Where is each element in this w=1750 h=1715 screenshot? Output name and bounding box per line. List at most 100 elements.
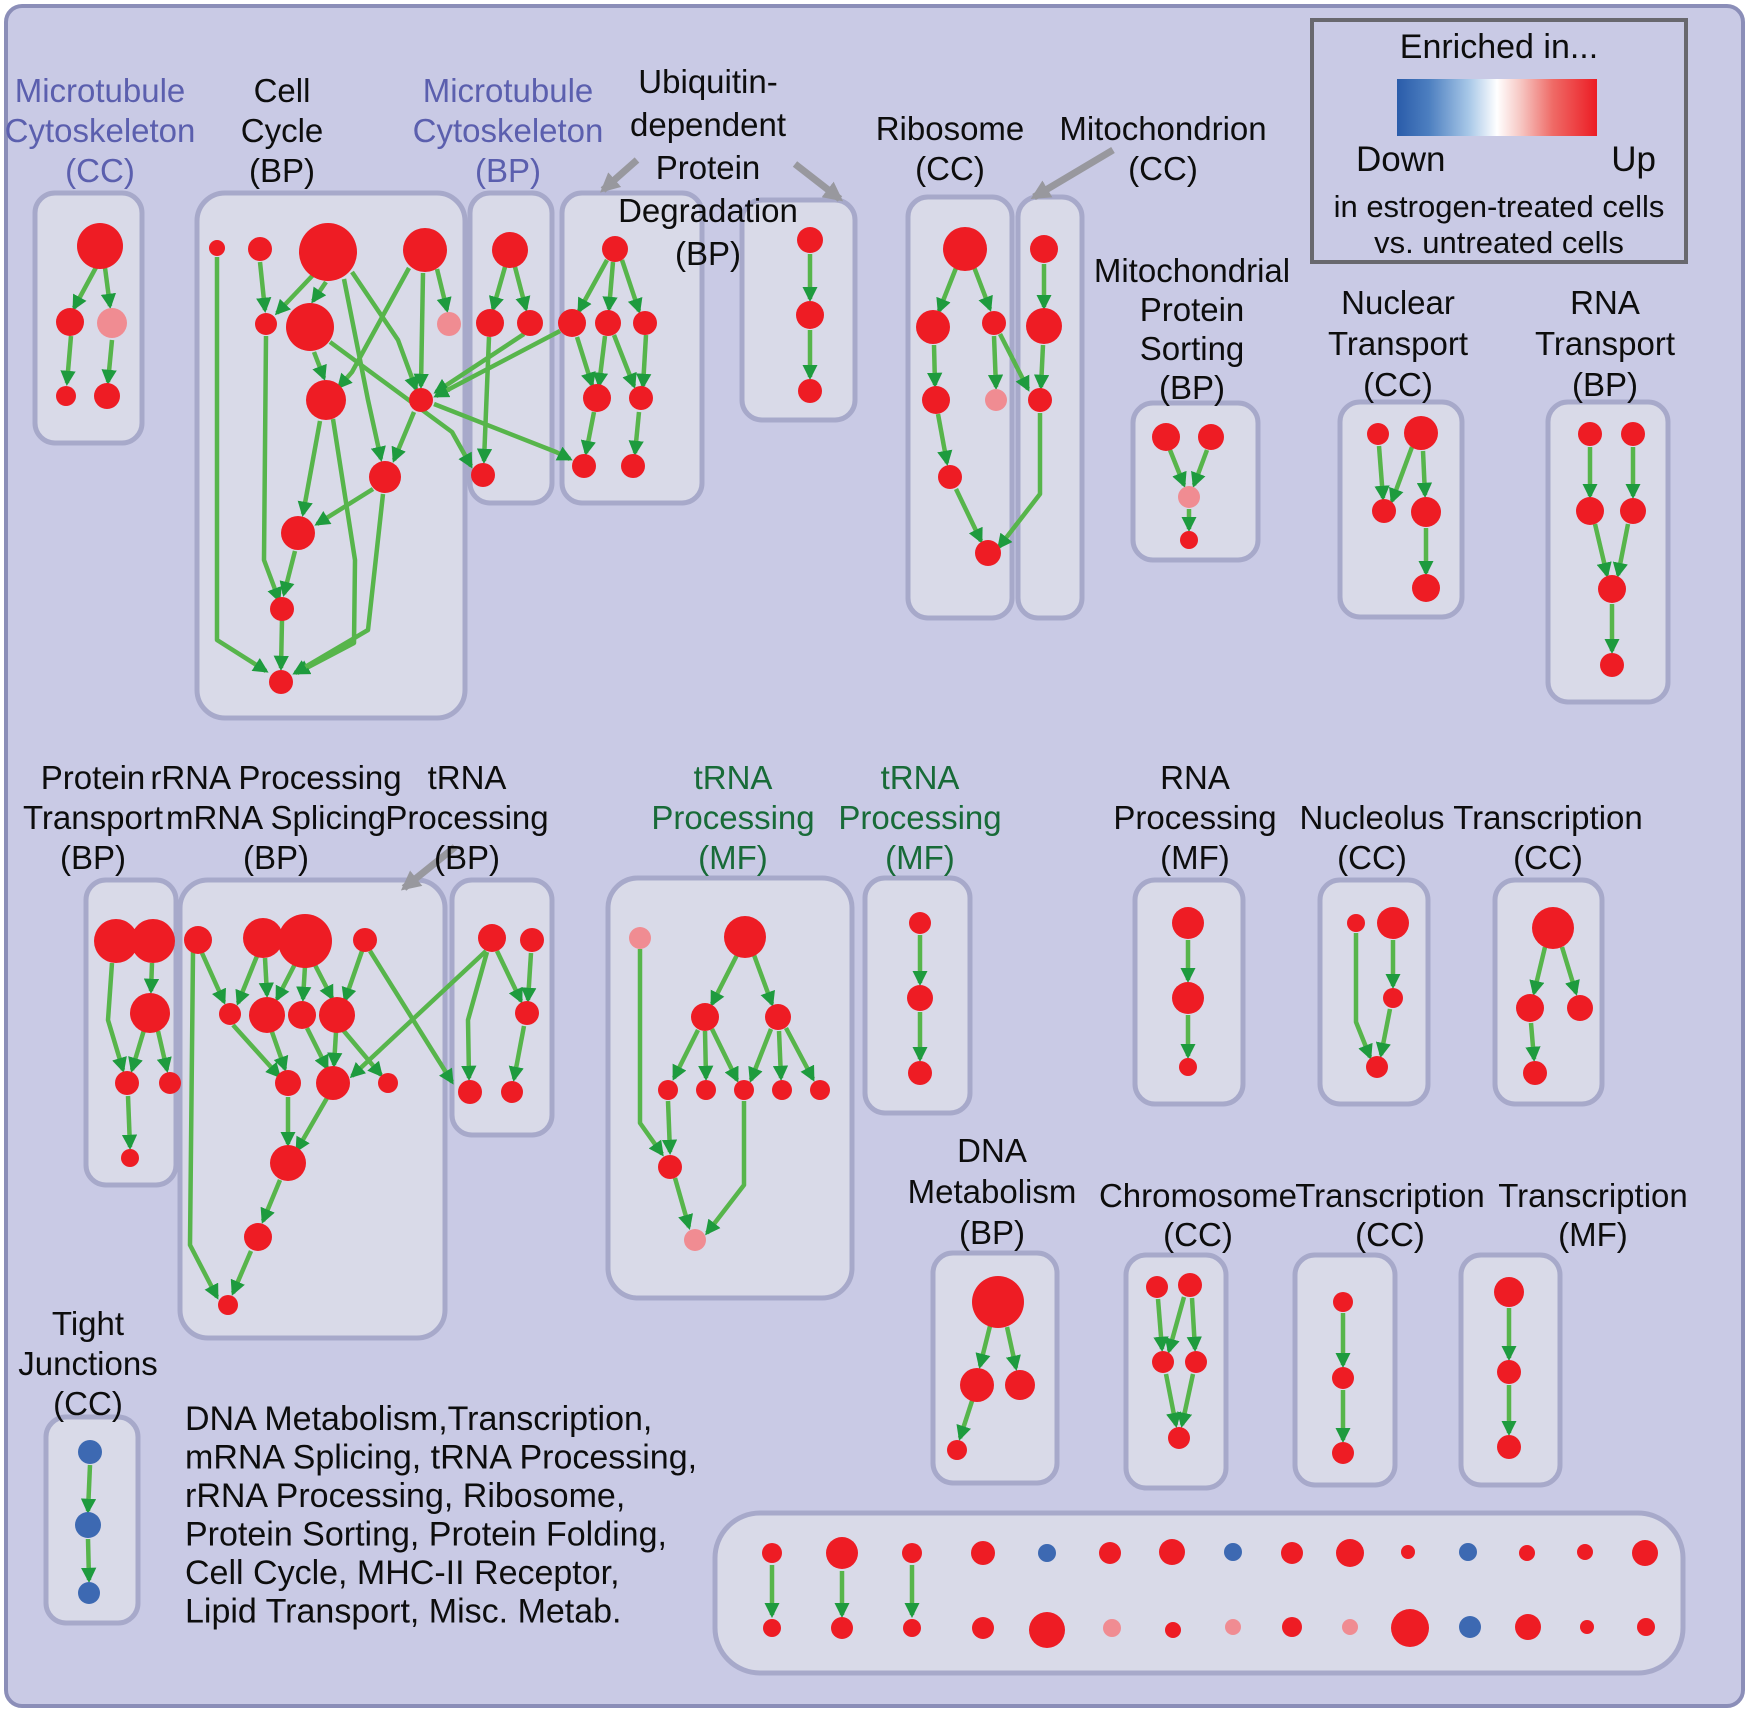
hierarchy-edge [1389, 446, 1415, 504]
label-pointer-arrow [600, 157, 640, 193]
go-term-node-up [243, 918, 283, 958]
go-term-node-up [1180, 531, 1198, 549]
hierarchy-edge [311, 961, 335, 1001]
go-term-node-up [520, 928, 544, 952]
color-gradient-bar [1397, 79, 1597, 136]
go-term-node-up [1179, 1058, 1197, 1076]
go-term-node-up [184, 926, 212, 954]
go-term-node-up [796, 301, 824, 329]
go-term-node-up [403, 228, 447, 272]
go-term-node-up [595, 310, 621, 336]
hierarchy-edge [1374, 445, 1390, 502]
hierarchy-edge [230, 1250, 254, 1296]
label-pointer-arrow [400, 844, 458, 891]
go-term-node-up [316, 1066, 350, 1100]
go-term-node-up [1281, 1542, 1303, 1564]
hierarchy-edge [628, 411, 644, 457]
hierarchy-edge [274, 962, 298, 1002]
go-term-node-up [515, 1001, 539, 1025]
hierarchy-edge [784, 1026, 815, 1082]
legend-subtitle-2: vs. untreated cells [1374, 225, 1624, 260]
go-term-node-up [1367, 423, 1389, 445]
label-protein-transport-bp: Protein Transport (BP) [23, 759, 163, 876]
hierarchy-edge [258, 957, 274, 999]
cluster-box-ubiquitin-a [559, 190, 705, 506]
go-term-node-up [1516, 994, 1544, 1022]
hierarchy-edge [1177, 1373, 1196, 1428]
go-term-node-up [1178, 1273, 1202, 1297]
hierarchy-edge [1375, 1008, 1393, 1059]
hierarchy-edge [60, 335, 76, 387]
hierarchy-edge [261, 335, 282, 603]
hierarchy-edge [489, 266, 508, 312]
label-trna-processing-mf-1: tRNA Processing (MF) [651, 759, 814, 876]
go-term-node-up [1347, 914, 1365, 932]
go-term-node-up [77, 223, 123, 269]
label-ribosome-cc: Ribosome (CC) [876, 110, 1025, 187]
hierarchy-edge [1033, 344, 1050, 391]
go-term-node-up [633, 311, 657, 335]
hierarchy-edge [577, 258, 609, 314]
hierarchy-edge [698, 1030, 714, 1082]
go-term-node-up [1172, 982, 1204, 1014]
go-term-node-up [1580, 1620, 1594, 1634]
go-term-node-up [1404, 416, 1438, 450]
go-term-node-up [306, 380, 346, 420]
hierarchy-edge [80, 1464, 97, 1515]
go-term-node-weak-up [985, 389, 1007, 411]
hierarchy-edge [1353, 933, 1373, 1060]
go-term-node-up [369, 461, 401, 493]
go-term-node-up [1600, 653, 1624, 677]
label-nuclear-transport-cc: Nuclear Transport (CC) [1328, 284, 1468, 403]
hierarchy-edge [199, 952, 227, 1005]
go-term-node-up [1497, 1360, 1521, 1384]
hierarchy-edge [636, 334, 652, 390]
go-term-node-up [378, 1073, 398, 1093]
hierarchy-edge [349, 949, 488, 1079]
go-term-node-up [255, 313, 277, 335]
go-term-node-up [1412, 574, 1440, 602]
label-pointer-arrow [1030, 146, 1115, 201]
go-term-node-up [1494, 1277, 1524, 1307]
legend: Enriched in... Down Up in estrogen-treat… [1310, 18, 1688, 264]
go-term-node-up [458, 1080, 482, 1104]
go-term-node-up [798, 379, 822, 403]
hierarchy-edge [121, 1095, 138, 1151]
go-term-node-up [94, 919, 138, 963]
go-term-node-up [691, 1003, 719, 1031]
hierarchy-edge [231, 1023, 282, 1079]
go-term-node-up [762, 1543, 782, 1563]
go-term-node-up [908, 1061, 932, 1085]
go-term-node-up [269, 670, 293, 694]
go-term-node-up [56, 386, 76, 406]
hierarchy-edge [105, 962, 127, 1073]
hierarchy-edge [368, 949, 454, 1085]
go-term-node-up [299, 223, 357, 281]
go-term-node-up [471, 463, 495, 487]
hierarchy-edge [341, 950, 365, 1003]
go-term-node-up [56, 308, 84, 336]
go-term-node-up [1028, 388, 1052, 412]
hierarchy-edge [1191, 449, 1210, 488]
legend-subtitle-1: in estrogen-treated cells [1333, 189, 1665, 224]
hierarchy-edge [611, 334, 637, 389]
go-term-node-up [1401, 1545, 1415, 1559]
go-term-node-up [1152, 423, 1180, 451]
go-term-node-up [1620, 498, 1646, 524]
go-term-node-up [209, 240, 225, 256]
go-term-node-up [621, 454, 645, 478]
label-transcription-cc-mid: Transcription (CC) [1453, 799, 1643, 876]
hierarchy-edge [1416, 450, 1433, 499]
hierarchy-edge [1529, 946, 1548, 996]
cluster-box-transcription-cc-mid [1492, 877, 1605, 1107]
hierarchy-edge [273, 619, 289, 672]
go-term-node-up [278, 914, 332, 968]
go-term-node-up [972, 1276, 1024, 1328]
go-term-node-up [943, 227, 987, 271]
hierarchy-edge [671, 1028, 701, 1081]
go-term-node-up [765, 1004, 791, 1030]
go-term-node-up [1332, 1367, 1354, 1389]
go-term-node-down [1038, 1544, 1056, 1562]
label-rna-transport-bp: RNA Transport (BP) [1535, 284, 1675, 403]
